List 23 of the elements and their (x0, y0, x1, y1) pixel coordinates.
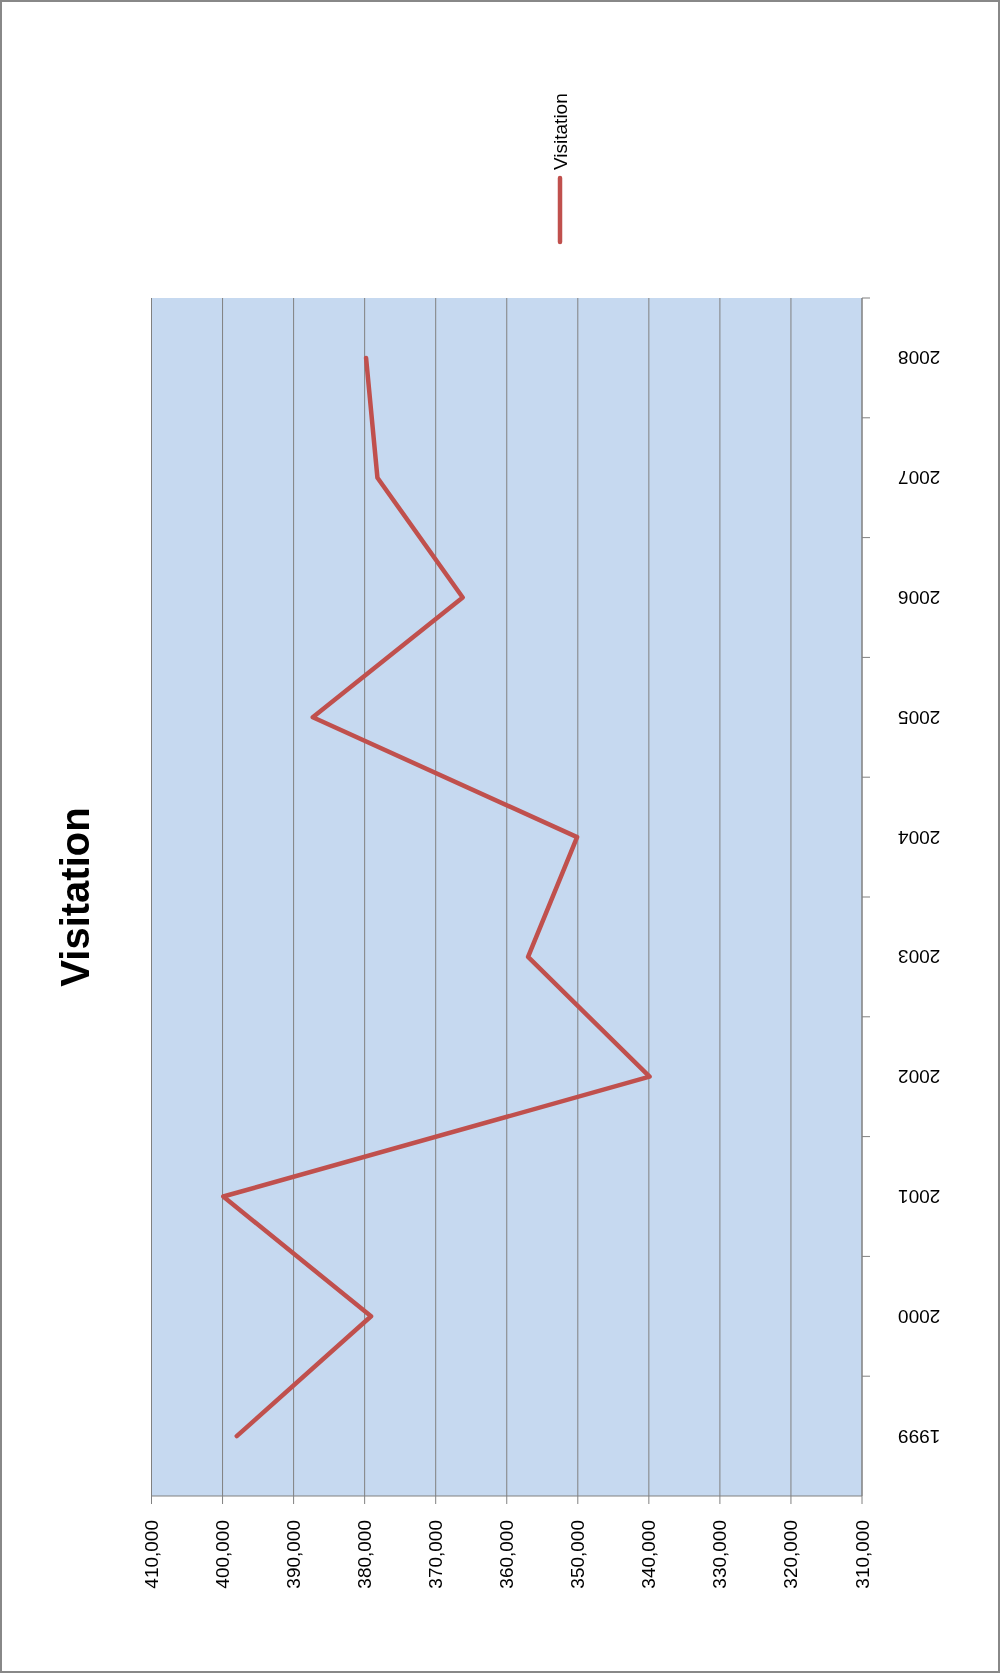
y-tick-label: 2000 (898, 1305, 941, 1327)
y-tick-label: 2004 (897, 826, 941, 848)
text: Visitation (549, 93, 571, 170)
x-tick-label: 400,000 (212, 1520, 234, 1589)
y-tick-label: 2008 (898, 347, 941, 369)
x-tick-label: 390,000 (283, 1520, 305, 1589)
text: Visitation (53, 807, 97, 987)
x-tick-label: 330,000 (709, 1520, 731, 1589)
x-tick-label: 340,000 (638, 1520, 660, 1589)
y-tick-label: 2001 (898, 1186, 941, 1207)
y-tick-label: 2007 (898, 467, 941, 489)
x-tick-label: 360,000 (496, 1520, 518, 1589)
x-tick-label: 320,000 (780, 1520, 802, 1589)
x-tick-label: 350,000 (567, 1520, 589, 1589)
x-tick-label: 370,000 (425, 1520, 447, 1589)
y-tick-label: 2003 (898, 946, 941, 968)
x-tick-label: 310,000 (851, 1520, 873, 1589)
y-tick-label: 2005 (898, 706, 941, 728)
x-tick-label: 380,000 (354, 1520, 376, 1589)
y-tick-label: 1999 (898, 1425, 941, 1447)
x-tick-label: 410,000 (141, 1520, 162, 1589)
y-tick-label: 2002 (898, 1066, 941, 1088)
y-tick-label: 2006 (898, 587, 941, 608)
